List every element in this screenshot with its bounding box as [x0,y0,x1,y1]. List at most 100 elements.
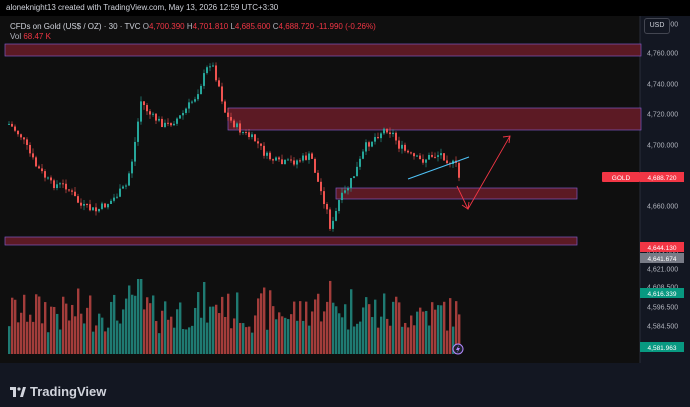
candle-body [431,154,433,157]
candle-body [173,123,175,126]
lightning-icon[interactable] [452,343,464,355]
volume-bar [68,320,71,354]
candle-body [155,113,157,121]
volume-bar [35,294,38,354]
top-bar: aloneknight13 created with TradingView.c… [0,0,690,16]
candle-body [389,132,391,135]
candle-body [50,177,52,181]
candle-body [284,159,286,165]
candle-body [158,118,160,121]
candle-body [128,173,130,186]
volume-bar [251,332,254,354]
volume-bar [332,302,335,354]
volume-bar [344,304,347,354]
candle-body [113,197,115,201]
candle-body [320,181,322,192]
volume-bar [287,319,290,354]
volume-bar [443,301,446,354]
candle-body [386,128,388,133]
candle-body [125,185,127,187]
candle-body [86,204,88,206]
candle-body [425,159,427,163]
candle-body [392,132,394,135]
volume-bar [428,325,431,354]
candle-body [401,144,403,149]
volume-bars [8,279,461,354]
candle-body [176,118,178,124]
volume-bar [416,311,419,354]
volume-bar [116,320,119,354]
currency-button[interactable]: USD [644,18,670,34]
candle-body [407,150,409,153]
volume-bar [41,323,44,354]
price-axis-panel[interactable] [640,16,690,363]
zone-upper[interactable] [227,107,642,131]
candle-body [206,67,208,74]
volume-bar [212,306,215,354]
zone-middle[interactable] [335,187,578,200]
volume-bar [185,329,188,354]
volume-bar [407,327,410,354]
zone-top[interactable] [4,43,642,57]
volume-b-price: 4,581.963 [648,345,677,352]
candle-body [11,123,13,127]
symbol-name[interactable]: CFDs on Gold (US$ / OZ) · 30 · TVC [10,22,141,31]
close-value: 4,688.720 [278,22,315,31]
candle-body [41,168,43,172]
candle-body [194,99,196,102]
candle-body [341,192,343,201]
volume-bar [161,310,164,354]
candle-body [293,160,295,165]
volume-bar [53,306,56,354]
volume-bar [194,307,197,354]
candle-body [23,137,25,140]
candle-body [416,155,418,157]
volume-bar [209,306,212,354]
candle-body [62,183,64,185]
volume-bar [434,309,437,354]
candle-body [374,137,376,142]
volume-bar [404,322,407,354]
candle-body [359,158,361,167]
volume-bar [122,309,125,354]
volume-bar [224,316,227,354]
zone-bottom[interactable] [4,236,578,246]
candle-body [314,158,316,173]
volume-bar [374,299,377,354]
volume-bar [245,327,248,354]
level-a-price: 4,644.130 [648,245,677,252]
candle-body [371,141,373,147]
volume-bar [128,285,131,354]
candle-body [404,144,406,151]
price-tick: 4,660.000 [647,204,678,211]
close-label: C [272,22,279,31]
volume-bar [83,323,86,354]
volume-bar [47,332,50,354]
candle-body [440,153,442,156]
level-b-price: 4,641.674 [648,256,677,263]
volume-bar [263,287,266,354]
volume-bar [59,329,62,354]
candle-body [254,134,256,142]
chart-area[interactable]: 4,780.0004,760.0004,740.0004,720.0004,70… [0,16,690,370]
candle-body [65,183,67,190]
volume-bar [158,333,161,354]
price-chart[interactable]: 4,780.0004,760.0004,740.0004,720.0004,70… [0,16,690,370]
volume-bar [176,309,179,354]
candle-body [182,112,184,116]
candle-body [272,159,274,161]
candle-body [167,122,169,124]
volume-bar [164,301,167,354]
candle-body [305,155,307,160]
candle-body [17,130,19,135]
volume-bar [275,319,278,354]
candle-body [251,134,253,138]
projection-dip-arrowhead-icon [461,201,470,210]
volume-bar [422,311,425,354]
volume-bar [218,313,221,354]
trendline[interactable] [407,156,470,180]
volume-bar [242,323,245,354]
volume-bar [113,294,116,354]
volume-bar [323,311,326,354]
candle-body [350,178,352,189]
